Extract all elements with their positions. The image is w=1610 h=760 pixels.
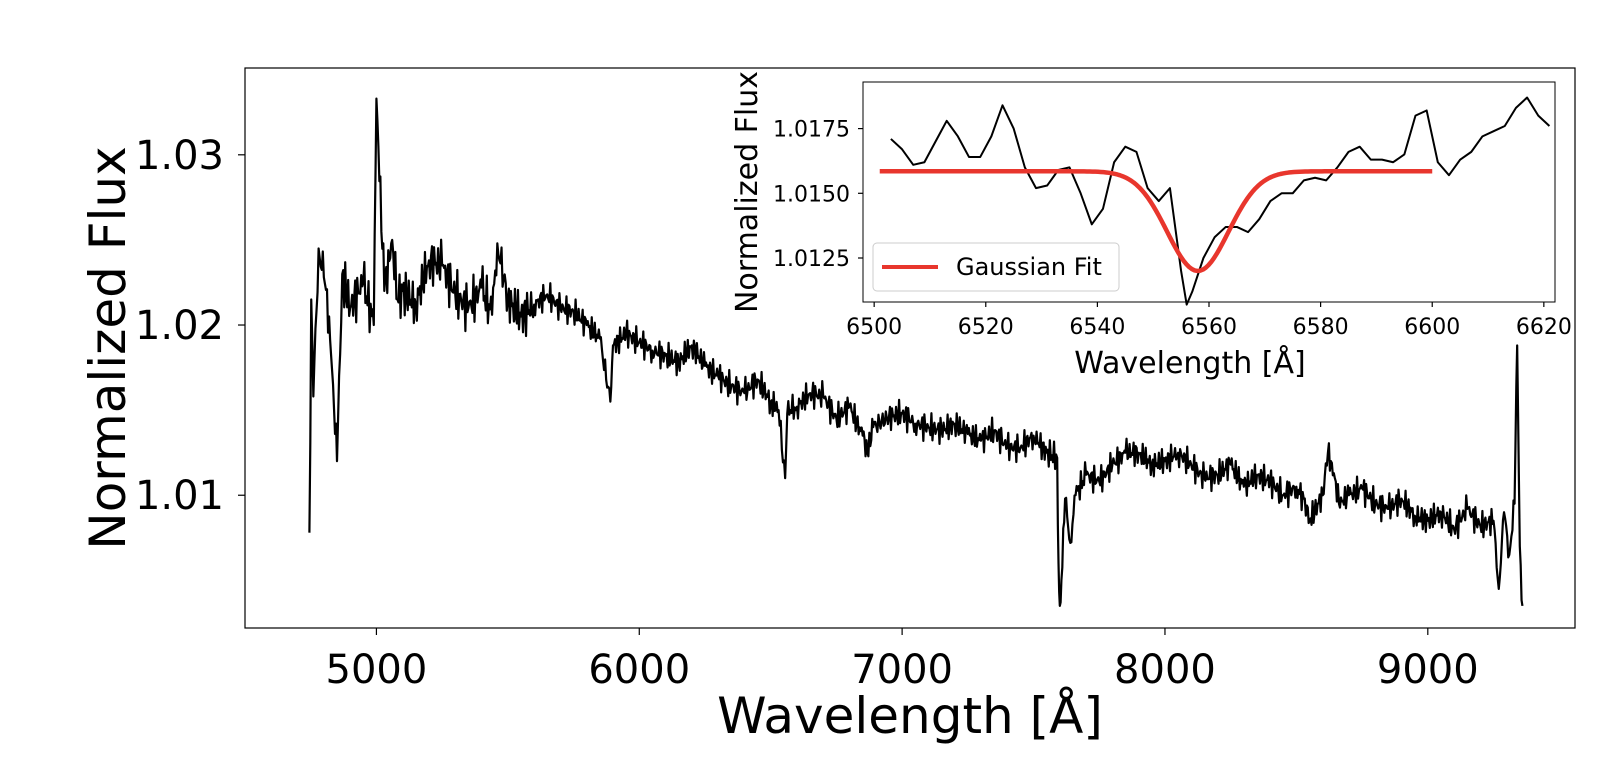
- legend-box: [872, 242, 1120, 292]
- main-series-spectrum-line: [308, 97, 1524, 607]
- inset-series-gaussian-fit-line: [879, 169, 1433, 274]
- inset-series-spectrum-line: [890, 96, 1551, 306]
- inset-x-tick-label: 6620: [1516, 315, 1572, 340]
- main-y-ticks: 1.01 1.02 1.03: [135, 133, 245, 519]
- inset-series: [879, 96, 1551, 306]
- inset-y-tick-label: 1.0125: [773, 247, 850, 272]
- main-x-tick-label: 6000: [588, 647, 690, 693]
- inset-x-tick-label: 6500: [846, 315, 902, 340]
- inset-x-tick-label: 6560: [1181, 315, 1237, 340]
- inset-x-ticks: 6500 6520 6540 6560 6580 6600 6620: [846, 302, 1572, 340]
- inset-y-tick-label: 1.0175: [773, 118, 850, 143]
- main-series: [308, 97, 1524, 607]
- main-x-tick-label: 9000: [1377, 647, 1479, 693]
- inset-x-tick-label: 6520: [958, 315, 1014, 340]
- main-x-tick-label: 5000: [326, 647, 428, 693]
- main-y-tick-label: 1.02: [135, 303, 224, 349]
- main-y-axis-label: Normalized Flux: [79, 146, 137, 549]
- inset-plot: 6500 6520 6540 6560 6580 6600 6620 1.0125 1.015…: [730, 71, 1572, 381]
- inset-legend: Gaussian Fit: [872, 242, 1120, 292]
- inset-x-tick-label: 6600: [1404, 315, 1460, 340]
- legend-gaussian-label: Gaussian Fit: [956, 253, 1102, 281]
- main-x-ticks: 5000 6000 7000 8000 9000: [326, 628, 1479, 693]
- inset-x-axis-label: Wavelength [Å]: [1074, 345, 1305, 381]
- inset-y-tick-label: 1.0150: [773, 182, 850, 207]
- main-y-tick-label: 1.03: [135, 133, 224, 179]
- inset-x-tick-label: 6580: [1293, 315, 1349, 340]
- main-x-axis-label: Wavelength [Å]: [717, 687, 1103, 745]
- inset-y-axis-label: Normalized Flux: [730, 71, 765, 313]
- main-x-tick-label: 7000: [851, 647, 953, 693]
- main-x-tick-label: 8000: [1114, 647, 1216, 693]
- inset-x-tick-label: 6540: [1069, 315, 1125, 340]
- main-y-tick-label: 1.01: [135, 473, 224, 519]
- inset-y-ticks: 1.0125 1.0150 1.0175: [773, 118, 863, 272]
